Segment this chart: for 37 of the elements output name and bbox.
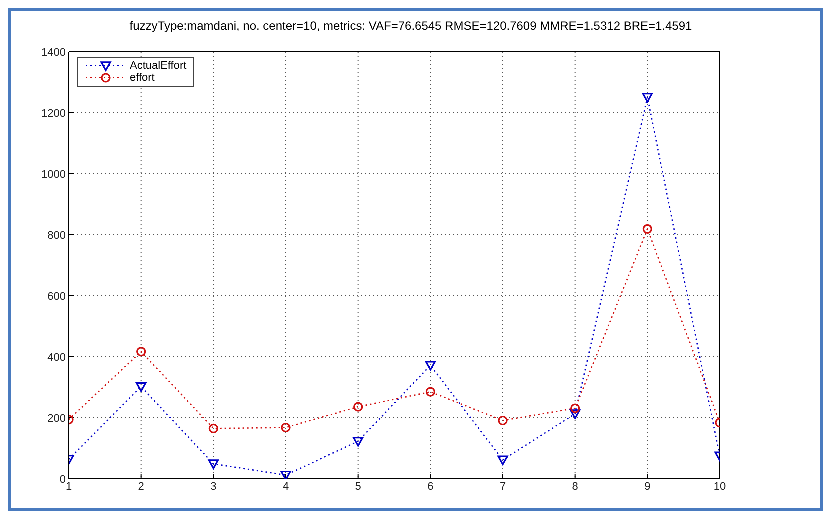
point [136,382,147,392]
x-tick-label: 10 [714,480,726,493]
y-tick-label: 600 [48,290,66,303]
point [208,460,219,470]
point [280,470,292,479]
x-tick-label: 7 [500,480,506,493]
point [498,416,508,426]
y-tick-label: 200 [48,412,66,425]
point [642,93,653,103]
x-tick-label: 1 [66,480,72,493]
point [642,224,652,234]
point [208,424,218,434]
x-tick-label: 2 [138,480,144,493]
point [354,402,364,412]
x-tick-label: 3 [210,480,217,493]
y-tick-label: 1000 [42,168,66,181]
point [570,410,581,420]
y-tick-label: 800 [48,230,66,242]
point [353,437,364,447]
y-tick-label: 1200 [42,108,66,120]
legend-label: effort [130,72,155,84]
x-tick-label: 8 [572,480,578,493]
y-tick-label: 1400 [42,46,66,59]
y-tick-label: 400 [48,352,66,364]
point [426,387,436,397]
point [498,456,508,466]
point [425,361,436,371]
chart-title: fuzzyType:mamdani, no. center=10, metrics: VAF=76.6545 RMSE=120.7609 MMRE=1.5312 BRE=1.4591 [128,19,694,33]
point [136,347,146,357]
legend-label: ActualEffort [130,60,187,72]
point [570,404,580,414]
x-tick-label: 4 [282,480,290,493]
x-tick-label: 6 [428,480,434,493]
y-tick-label: 0 [60,474,66,486]
x-tick-label: 5 [355,480,362,493]
point [281,422,291,433]
x-tick-label: 9 [644,480,651,493]
